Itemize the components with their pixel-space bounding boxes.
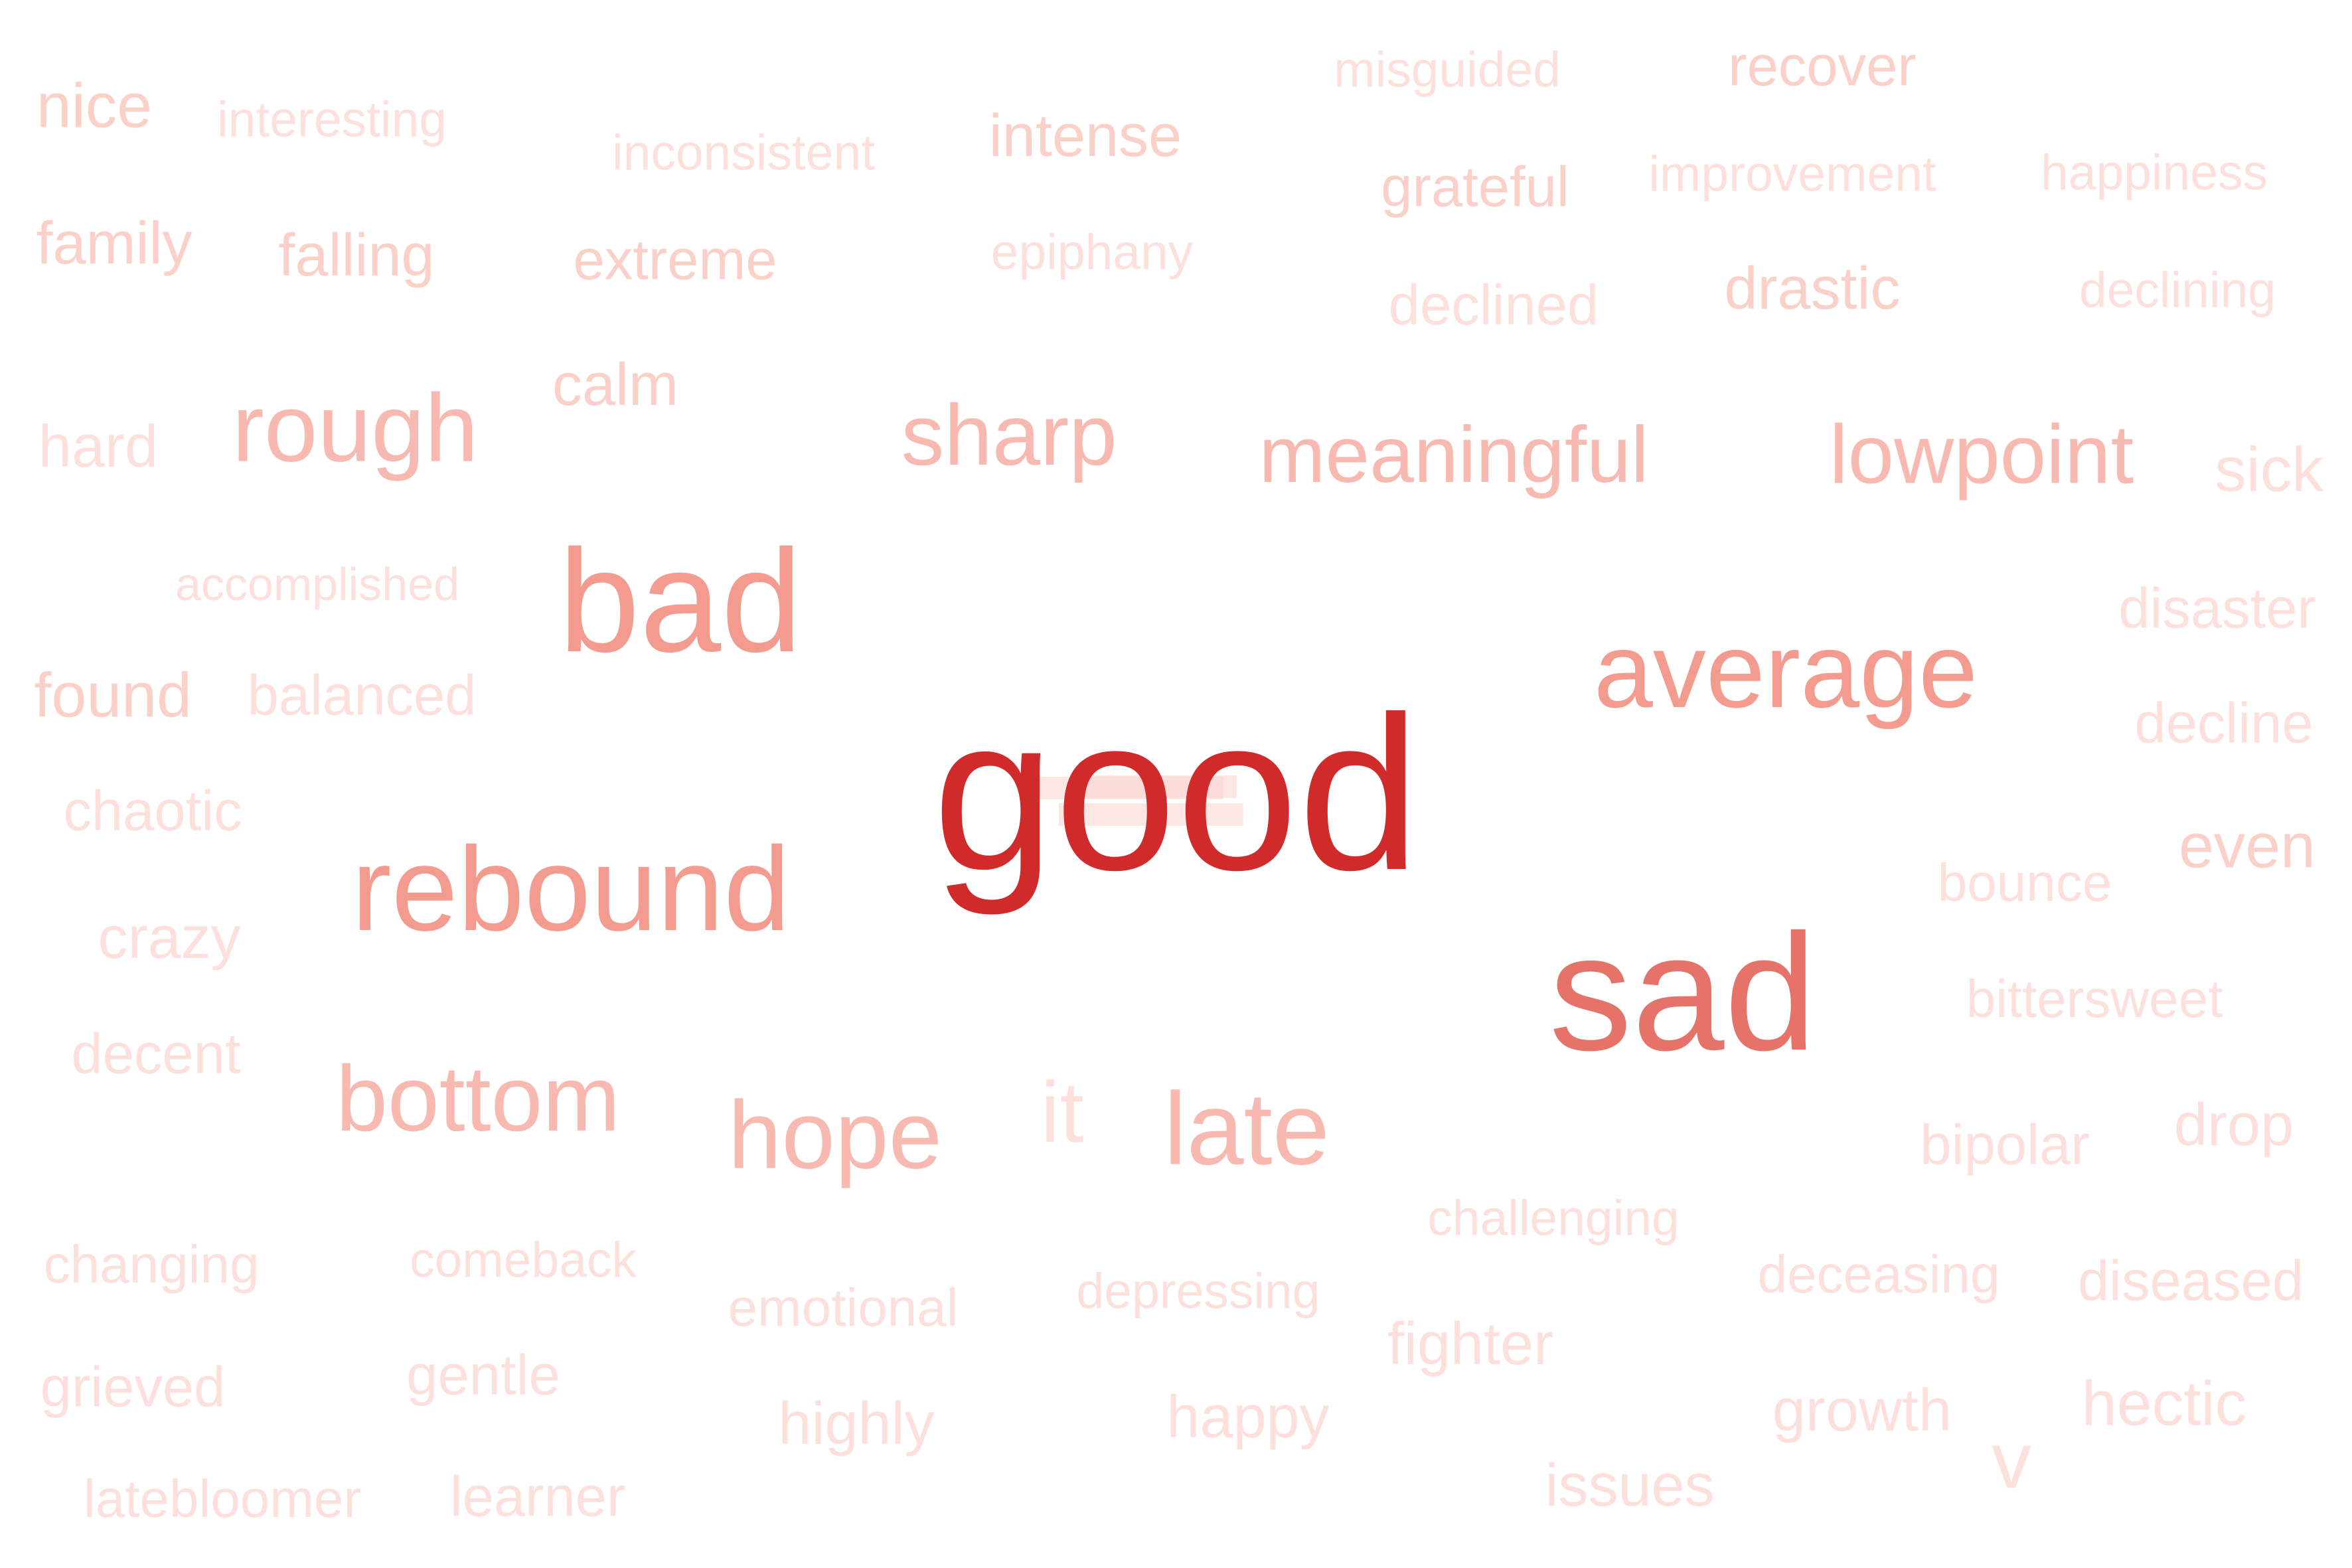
cloud-word: sharp xyxy=(901,386,1117,483)
overlapping-words-cluster: ▀▀▀▀▀▀▀ ▄▄▄▄▄▄▄ ▀▀▀▀▀▀ xyxy=(1039,777,1318,823)
cloud-word: intense xyxy=(988,103,1182,169)
cloud-word: bad xyxy=(558,519,803,682)
overlap-mark: ▀▀▀▀▀▀ xyxy=(1079,775,1237,817)
cloud-word: interesting xyxy=(216,91,447,147)
cloud-word: decline xyxy=(2134,692,2313,755)
cloud-word: nice xyxy=(36,70,153,141)
cloud-word: accomplished xyxy=(175,558,459,610)
cloud-word: bounce xyxy=(1937,853,2112,912)
cloud-word: happy xyxy=(1166,1384,1330,1450)
cloud-word: gentle xyxy=(406,1344,560,1407)
cloud-word: good xyxy=(932,670,1421,915)
cloud-word: crazy xyxy=(98,905,241,971)
cloud-word: rough xyxy=(232,374,479,482)
cloud-word: misguided xyxy=(1334,41,1561,98)
cloud-word: v xyxy=(1992,1416,2031,1505)
cloud-word: bottom xyxy=(336,1046,620,1150)
cloud-word: declining xyxy=(2078,262,2276,318)
cloud-word: depressing xyxy=(1076,1263,1320,1319)
cloud-word: sad xyxy=(1549,900,1817,1085)
cloud-word: recover xyxy=(1728,35,1917,98)
cloud-word: epiphany xyxy=(990,224,1194,280)
cloud-word: challenging xyxy=(1427,1190,1680,1246)
cloud-word: fighter xyxy=(1387,1311,1554,1377)
cloud-word: extreme xyxy=(573,228,777,292)
cloud-word: growth xyxy=(1772,1377,1952,1444)
cloud-word: bittersweet xyxy=(1966,969,2223,1028)
cloud-word: comeback xyxy=(410,1231,637,1288)
cloud-word: average xyxy=(1593,611,1978,730)
cloud-word: inconsistent xyxy=(611,124,876,181)
cloud-word: bipolar xyxy=(1920,1113,2090,1177)
cloud-word: highly xyxy=(778,1391,935,1457)
cloud-word: lowpoint xyxy=(1829,408,2134,501)
cloud-word: declined xyxy=(1388,274,1599,337)
overlap-mark: ▄▄▄▄▄▄▄ xyxy=(1059,781,1243,823)
cloud-word: even xyxy=(2178,811,2316,882)
cloud-word: hard xyxy=(38,414,159,480)
cloud-word: late xyxy=(1164,1071,1330,1186)
cloud-word: found xyxy=(34,660,192,731)
cloud-word: chaotic xyxy=(63,779,242,843)
cloud-word: balanced xyxy=(247,664,477,728)
cloud-word: grieved xyxy=(40,1356,226,1419)
cloud-word: diseased xyxy=(2077,1249,2304,1313)
cloud-word: sick xyxy=(2215,434,2323,505)
cloud-word: family xyxy=(36,210,193,277)
cloud-word: drop xyxy=(2173,1092,2294,1158)
cloud-word: deceasing xyxy=(1757,1245,2000,1304)
cloud-word: emotional xyxy=(728,1278,959,1337)
cloud-word: calm xyxy=(552,352,679,418)
cloud-word: meaningful xyxy=(1259,410,1649,499)
cloud-word: disaster xyxy=(2118,577,2316,641)
cloud-word: drastic xyxy=(1724,256,1901,322)
cloud-word: issues xyxy=(1545,1452,1715,1519)
cloud-word: rebound xyxy=(351,823,791,956)
cloud-word: changing xyxy=(43,1235,260,1294)
cloud-word: hectic xyxy=(2081,1368,2247,1439)
overlap-mark: ▀▀▀▀▀▀▀ xyxy=(1039,777,1223,819)
cloud-word: falling xyxy=(278,222,435,289)
cloud-word: decent xyxy=(71,1022,241,1086)
cloud-word: latebloomer xyxy=(83,1469,362,1528)
cloud-word: improvement xyxy=(1648,145,1936,202)
cloud-word: grateful xyxy=(1381,155,1569,219)
cloud-word: it xyxy=(1040,1063,1084,1160)
cloud-word: hope xyxy=(728,1081,943,1189)
cloud-word: learner xyxy=(449,1465,626,1529)
cloud-word: happiness xyxy=(2041,144,2268,200)
